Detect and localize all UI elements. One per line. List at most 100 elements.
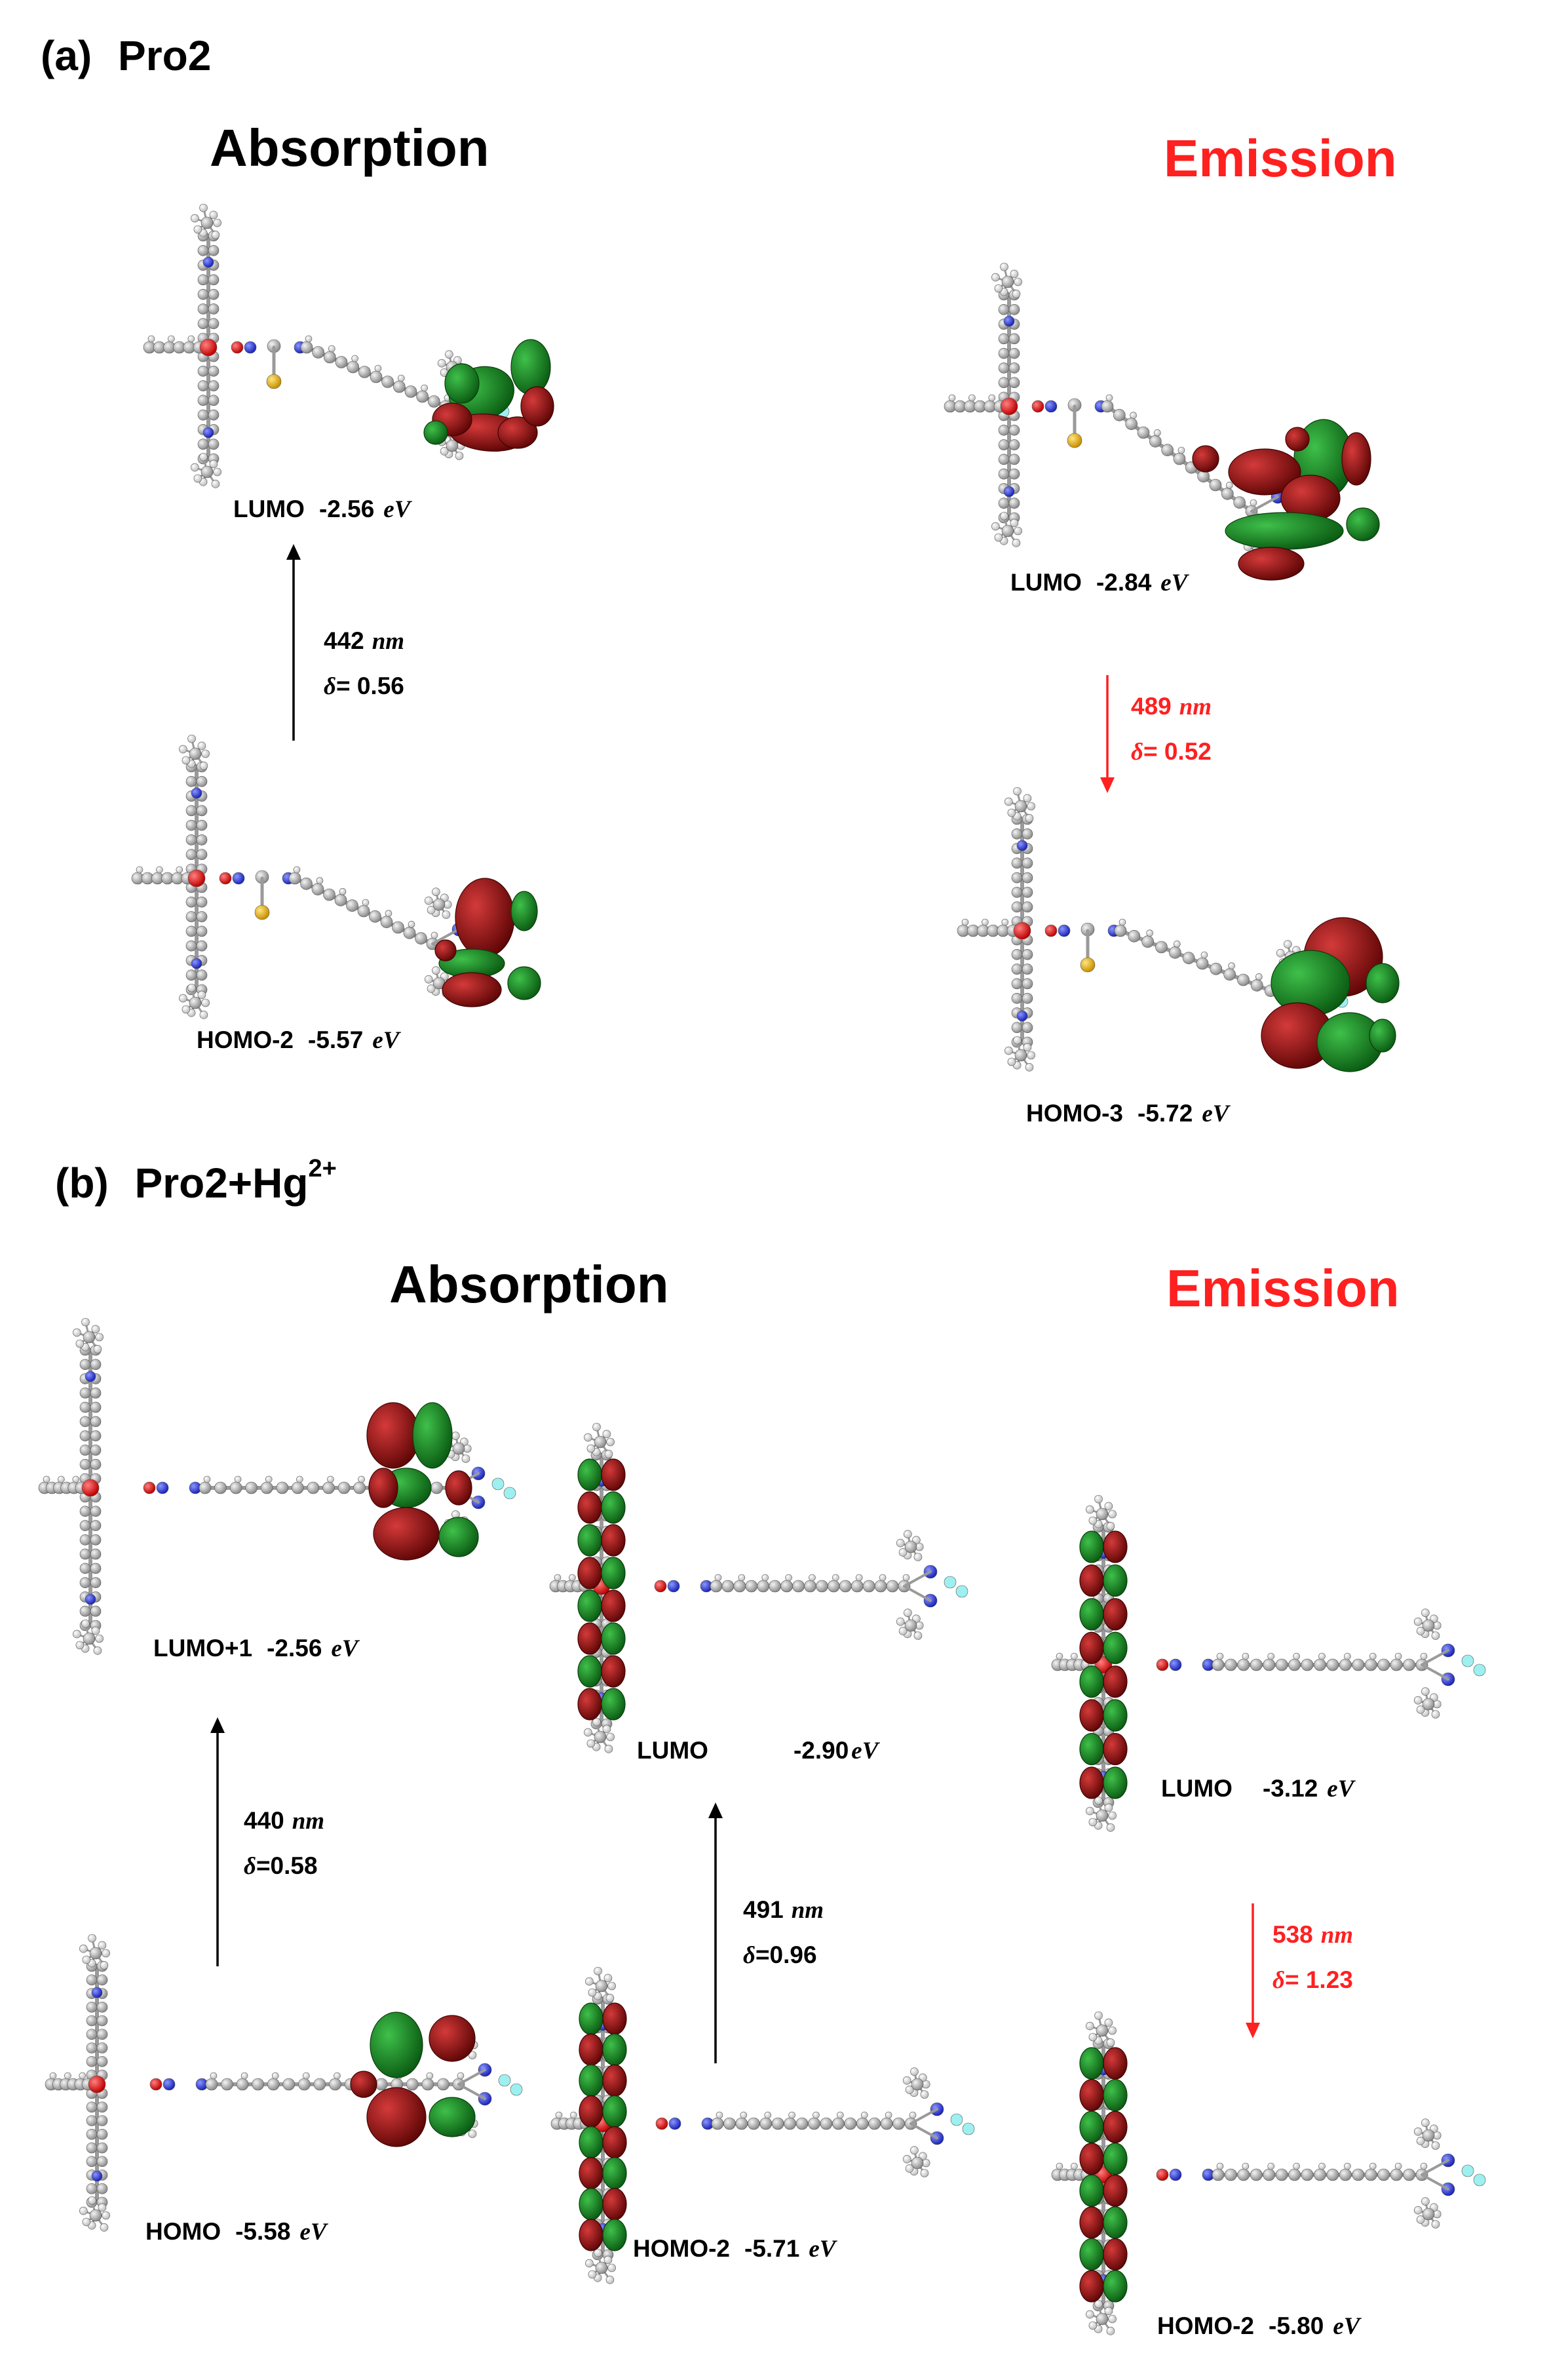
hydrogen-atom bbox=[49, 2072, 57, 2080]
hydrogen-atom bbox=[1023, 1043, 1032, 1052]
carbon-atom bbox=[96, 2042, 108, 2053]
carbon-atom bbox=[86, 2042, 98, 2053]
orbital-energy: -5.58 bbox=[235, 2218, 291, 2245]
hydrogen-atom bbox=[813, 2111, 820, 2119]
orbital-lobe-negative bbox=[1341, 432, 1371, 486]
carbon-atom bbox=[1008, 424, 1020, 436]
hydrogen-atom bbox=[1001, 918, 1009, 926]
carbon-atom bbox=[1022, 887, 1033, 898]
panel-a-em-homo-label: HOMO-3 -5.72 eV bbox=[1026, 1100, 1229, 1128]
hydrogen-atom bbox=[191, 463, 199, 472]
fluorine-atom bbox=[944, 1576, 957, 1589]
hydrogen-atom bbox=[920, 2090, 929, 2099]
orbital-lobe-negative bbox=[1079, 2270, 1104, 2303]
carbon-atom bbox=[892, 2117, 905, 2130]
nitrogen-atom bbox=[1003, 315, 1015, 327]
hydrogen-atom bbox=[1420, 2162, 1428, 2170]
hydrogen-atom bbox=[584, 1728, 592, 1737]
carbon-atom bbox=[723, 2117, 736, 2130]
carbon-atom bbox=[1014, 800, 1027, 813]
carbon-atom bbox=[1022, 901, 1033, 913]
orbital-lobe-negative bbox=[368, 1468, 398, 1508]
carbon-atom bbox=[421, 2078, 434, 2091]
hydrogen-atom bbox=[1094, 2011, 1103, 2020]
orbital-lobe-negative bbox=[1103, 2174, 1128, 2207]
orbital-lobe-negative bbox=[1103, 1530, 1128, 1563]
bond bbox=[909, 2122, 938, 2139]
hydrogen-atom bbox=[82, 2217, 91, 2227]
nitrogen-atom bbox=[85, 1593, 96, 1605]
hydrogen-atom bbox=[201, 749, 210, 758]
hydrogen-atom bbox=[305, 335, 313, 343]
hydrogen-atom bbox=[1420, 1652, 1428, 1660]
hydrogen-atom bbox=[1413, 2206, 1423, 2215]
hydrogen-atom bbox=[1344, 2162, 1351, 2170]
orbital-lobe-positive bbox=[579, 2126, 603, 2159]
carbon-atom bbox=[1422, 1619, 1435, 1632]
orbital-lobe-positive bbox=[601, 1491, 626, 1524]
orbital-lobe-negative bbox=[577, 1557, 602, 1589]
hydrogen-atom bbox=[81, 1619, 90, 1628]
hydrogen-atom bbox=[1004, 797, 1013, 806]
carbon-atom bbox=[1225, 1658, 1237, 1671]
carbon-atom bbox=[998, 454, 1010, 465]
wavelength-value: 489 bbox=[1131, 693, 1172, 720]
panel-b-letter: (b) bbox=[55, 1159, 109, 1207]
hydrogen-atom bbox=[740, 2111, 748, 2119]
carbon-atom bbox=[1352, 1658, 1365, 1671]
orbital-lobe-negative bbox=[601, 1655, 626, 1688]
energy-unit: eV bbox=[851, 1738, 879, 1764]
nitrogen-atom bbox=[1169, 2168, 1182, 2181]
carbon-atom bbox=[79, 1416, 91, 1428]
carbon-atom bbox=[196, 805, 208, 817]
carbon-atom bbox=[298, 2078, 311, 2091]
hydrogen-atom bbox=[197, 990, 206, 1000]
panel-b-em-transition: 538 nm δ= 1.23 bbox=[1272, 1913, 1353, 2003]
carbon-atom bbox=[375, 2078, 388, 2091]
carbon-atom bbox=[1008, 333, 1020, 345]
carbon-atom bbox=[1125, 418, 1138, 430]
carbon-atom bbox=[282, 2078, 296, 2091]
hydrogen-atom bbox=[1267, 1652, 1275, 1660]
wavelength-unit: nm bbox=[791, 1897, 824, 1924]
orbital-lobe-negative bbox=[1238, 547, 1305, 581]
hydrogen-atom bbox=[1177, 446, 1185, 454]
carbon-atom bbox=[86, 2001, 98, 2013]
energy-unit: eV bbox=[372, 1027, 400, 1054]
wavelength-value: 491 bbox=[743, 1896, 784, 1923]
oxygen-atom bbox=[149, 2078, 163, 2091]
carbon-atom bbox=[1022, 857, 1033, 869]
hydrogen-atom bbox=[211, 480, 220, 488]
nitrogen-atom bbox=[156, 1481, 169, 1494]
carbon-atom bbox=[208, 438, 220, 450]
carbon-atom bbox=[96, 2128, 108, 2140]
carbon-atom bbox=[79, 1458, 91, 1470]
carbon-atom bbox=[415, 932, 427, 944]
carbon-atom bbox=[90, 1605, 102, 1617]
orbital-lobe-negative bbox=[1079, 2143, 1104, 2175]
carbon-atom bbox=[334, 894, 347, 906]
oxygen-atom bbox=[1156, 2168, 1169, 2181]
carbon-atom bbox=[79, 1401, 91, 1413]
carbon-atom bbox=[260, 1481, 273, 1494]
hydrogen-atom bbox=[374, 364, 382, 372]
hydrogen-atom bbox=[187, 335, 195, 343]
carbon-atom bbox=[89, 2209, 102, 2222]
hydrogen-atom bbox=[1293, 2162, 1300, 2170]
sulfur-atom bbox=[1080, 957, 1096, 973]
carbon-atom bbox=[1011, 992, 1023, 1004]
carbon-atom bbox=[208, 380, 220, 391]
carbon-atom bbox=[90, 1563, 102, 1574]
hydrogen-atom bbox=[468, 2051, 477, 2059]
fluorine-atom bbox=[950, 2113, 963, 2126]
carbon-atom bbox=[86, 2029, 98, 2040]
wavelength-value: 442 bbox=[324, 627, 364, 654]
panel-b-abs2-transition: 491 nm δ=0.96 bbox=[743, 1888, 824, 1978]
carbon-atom bbox=[1403, 1658, 1415, 1671]
carbon-atom bbox=[208, 409, 220, 421]
hydrogen-atom bbox=[296, 1475, 303, 1483]
delta-symbol: δ bbox=[1131, 739, 1143, 766]
hydrogen-atom bbox=[95, 1634, 104, 1643]
hydrogen-atom bbox=[1130, 412, 1137, 419]
